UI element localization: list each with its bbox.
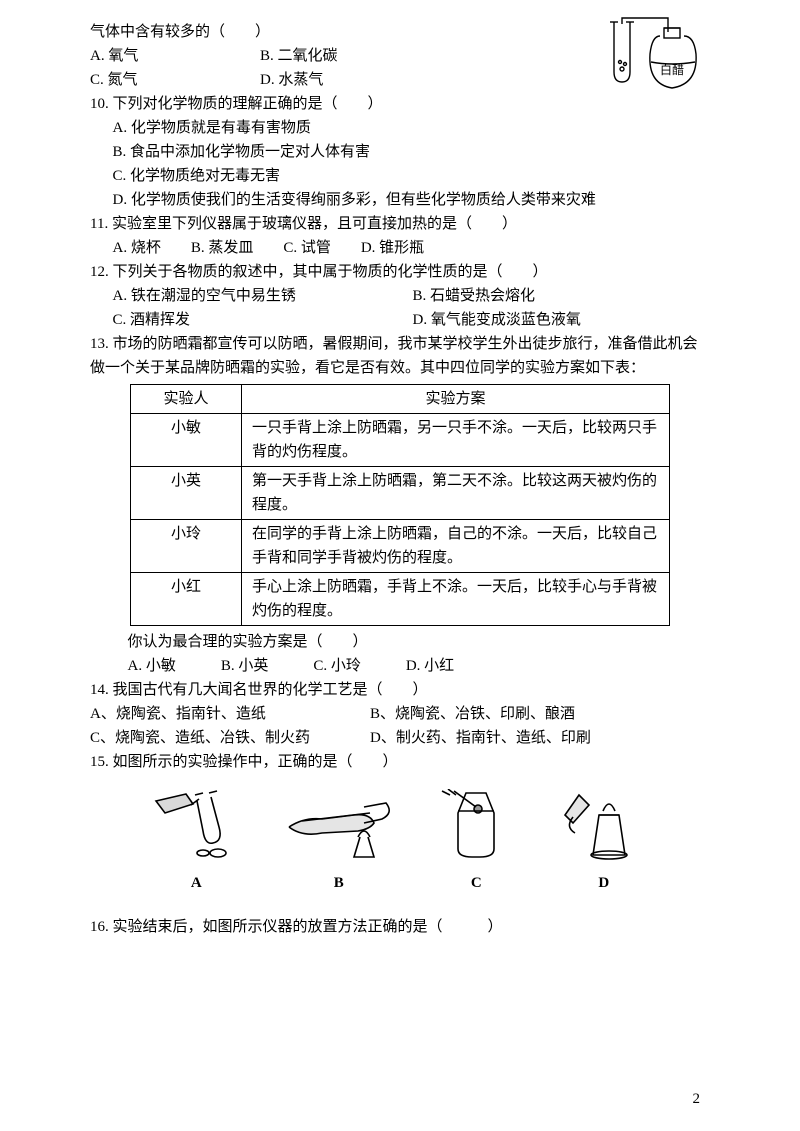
q9-opt-c: C. 氮气 (90, 68, 260, 92)
q10-opt-d: D. 化学物质使我们的生活变得绚丽多彩，但有些化学物质给人类带来灾难 (90, 188, 710, 212)
q14-opt-d: D、制火药、指南针、造纸、印刷 (370, 726, 591, 750)
q12-opt-c: C. 酒精挥发 (90, 308, 390, 332)
q12-row1: A. 铁在潮湿的空气中易生锈 B. 石蜡受热会熔化 (90, 284, 710, 308)
q15-fig-a: A (151, 789, 241, 895)
q14-opt-a: A、烧陶瓷、指南针、造纸 (90, 702, 370, 726)
q15-fig-d: D (559, 789, 649, 895)
q16-stem: 16. 实验结束后，如图所示仪器的放置方法正确的是（ ） (90, 915, 710, 939)
q14-stem: 14. 我国古代有几大闻名世界的化学工艺是（ ） (90, 678, 710, 702)
q10-opt-a: A. 化学物质就是有毒有害物质 (90, 116, 710, 140)
q15-fig-b: B (284, 789, 394, 895)
q14-opt-b: B、烧陶瓷、冶铁、印刷、酿酒 (370, 702, 575, 726)
q13-th-1: 实验方案 (242, 385, 670, 414)
q9-opt-d: D. 水蒸气 (260, 68, 323, 92)
q12-opt-a: A. 铁在潮湿的空气中易生锈 (90, 284, 390, 308)
q14-opt-c: C、烧陶瓷、造纸、冶铁、制火药 (90, 726, 370, 750)
q13-th-0: 实验人 (131, 385, 242, 414)
q15-fig-c: C (436, 789, 516, 895)
q15-label-b: B (284, 871, 394, 895)
q13-r3-c1: 手心上涂上防晒霜，手背上不涂。一天后，比较手心与手背被灼伤的程度。 (242, 573, 670, 626)
q15-stem: 15. 如图所示的实验操作中，正确的是（ ） (90, 750, 710, 774)
q12-opt-b: B. 石蜡受热会熔化 (390, 284, 535, 308)
q13-table: 实验人 实验方案 小敏 一只手背上涂上防晒霜，另一只手不涂。一天后，比较两只手背… (130, 384, 670, 626)
q13-r2-c1: 在同学的手背上涂上防晒霜，自己的不涂。一天后，比较自己手背和同学手背被灼伤的程度… (242, 520, 670, 573)
q15-label-c: C (436, 871, 516, 895)
q13-r0-c0: 小敏 (131, 414, 242, 467)
q12-row2: C. 酒精挥发 D. 氧气能变成淡蓝色液氧 (90, 308, 710, 332)
q15-label-d: D (559, 871, 649, 895)
q14-row1: A、烧陶瓷、指南针、造纸 B、烧陶瓷、冶铁、印刷、酿酒 (90, 702, 710, 726)
q13-r3-c0: 小红 (131, 573, 242, 626)
q15-label-a: A (151, 871, 241, 895)
q9-opt-b: B. 二氧化碳 (260, 44, 338, 68)
q11-stem: 11. 实验室里下列仪器属于玻璃仪器，且可直接加热的是（ ） (90, 212, 710, 236)
q15-figures: A B (130, 789, 670, 895)
exam-page: 白醋 气体中含有较多的（ ） A. 氧气 B. 二氧化碳 C. 氮气 D. 水蒸… (0, 0, 800, 1131)
q13-stem: 13. 市场的防晒霜都宣传可以防晒，暑假期间，我市某学校学生外出徒步旅行，准备借… (90, 332, 710, 380)
q12-stem: 12. 下列关于各物质的叙述中，其中属于物质的化学性质的是（ ） (90, 260, 710, 284)
q13-r1-c1: 第一天手背上涂上防晒霜，第二天不涂。比较这两天被灼伤的程度。 (242, 467, 670, 520)
q12-opt-d: D. 氧气能变成淡蓝色液氧 (390, 308, 581, 332)
q13-r0-c1: 一只手背上涂上防晒霜，另一只手不涂。一天后，比较两只手背的灼伤程度。 (242, 414, 670, 467)
q14-row2: C、烧陶瓷、造纸、冶铁、制火药 D、制火药、指南针、造纸、印刷 (90, 726, 710, 750)
q13-r2-c0: 小玲 (131, 520, 242, 573)
q11-opts: A. 烧杯 B. 蒸发皿 C. 试管 D. 锥形瓶 (90, 236, 710, 260)
page-number: 2 (693, 1087, 701, 1111)
q10-opt-b: B. 食品中添加化学物质一定对人体有害 (90, 140, 710, 164)
q9-opt-a: A. 氧气 (90, 44, 260, 68)
q13-opts: A. 小敏 B. 小英 C. 小玲 D. 小红 (90, 654, 710, 678)
q13-ask: 你认为最合理的实验方案是（ ） (90, 630, 710, 654)
flask-label: 白醋 (660, 62, 684, 77)
apparatus-figure: 白醋 (600, 14, 710, 106)
q10-opt-c: C. 化学物质绝对无毒无害 (90, 164, 710, 188)
q13-r1-c0: 小英 (131, 467, 242, 520)
